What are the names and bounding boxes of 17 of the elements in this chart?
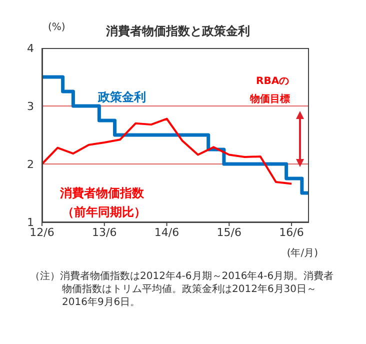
y-tick-label: 3 xyxy=(27,100,34,113)
text: （注）消費者物価指数は2012年4-6月期～2016年4-6月期。消費者物価指数はトリム平均値。政策金利は2012年6月30日～2016年9月6日。 xyxy=(30,270,335,309)
x-axis-title: (年/月) xyxy=(286,247,318,260)
y-tick-label: 4 xyxy=(27,42,34,55)
chart-title: 消費者物価指数と政策金利 xyxy=(105,24,250,38)
x-tick-label: 15/6 xyxy=(216,226,242,239)
y-axis-title: (%) xyxy=(48,22,66,33)
series-label: 政策金利 xyxy=(98,89,146,106)
x-tick-label: 16/6 xyxy=(279,226,304,239)
x-tick-label: 13/6 xyxy=(92,226,117,239)
x-tick-label: 14/6 xyxy=(154,226,180,239)
line-series xyxy=(42,118,293,185)
y-tick-label: 2 xyxy=(27,158,34,171)
annotation: （前年同期比） xyxy=(62,204,146,221)
annotation: 物価目標 xyxy=(250,92,290,106)
annotation: RBAの xyxy=(256,75,290,88)
text: 消費者物価指数 xyxy=(60,185,144,202)
